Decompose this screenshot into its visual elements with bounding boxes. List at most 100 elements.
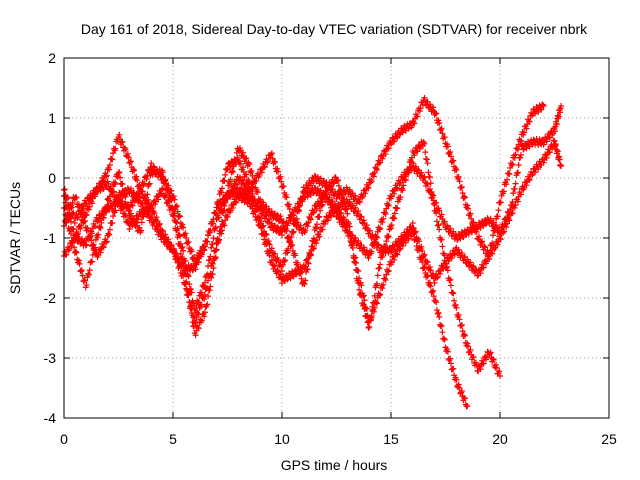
x-tick-label: 15 xyxy=(383,431,399,447)
data-point xyxy=(271,159,278,166)
data-point xyxy=(453,166,460,173)
data-point xyxy=(532,169,539,176)
data-point xyxy=(396,180,403,187)
data-point xyxy=(495,207,502,214)
data-point xyxy=(355,268,362,275)
data-point xyxy=(173,204,180,211)
data-point xyxy=(278,178,285,185)
data-point xyxy=(349,232,356,239)
data-point xyxy=(456,316,463,323)
data-point xyxy=(294,259,301,266)
data-point xyxy=(194,254,201,261)
data-point xyxy=(376,160,383,167)
data-point xyxy=(201,279,208,286)
data-point xyxy=(543,154,550,161)
data-point xyxy=(64,195,71,202)
data-point xyxy=(450,228,457,235)
data-point xyxy=(316,213,323,220)
data-point xyxy=(424,181,431,188)
data-point xyxy=(433,218,440,225)
data-point xyxy=(368,248,375,255)
data-point xyxy=(115,170,122,177)
data-point xyxy=(106,226,113,233)
data-point xyxy=(277,271,284,278)
data-point xyxy=(546,149,553,156)
data-point xyxy=(229,167,236,174)
data-point xyxy=(363,305,370,312)
data-point xyxy=(365,185,372,192)
data-point xyxy=(365,324,372,331)
data-point xyxy=(116,131,123,138)
data-point xyxy=(376,292,383,299)
data-point xyxy=(508,162,515,169)
data-point xyxy=(497,236,504,243)
data-point xyxy=(310,209,317,216)
data-point xyxy=(482,244,489,251)
data-point xyxy=(509,198,516,205)
data-point xyxy=(558,103,565,109)
data-point xyxy=(222,171,229,178)
data-point xyxy=(335,177,342,184)
data-point xyxy=(338,216,345,223)
data-point xyxy=(221,177,228,184)
data-point xyxy=(133,173,140,180)
data-point xyxy=(365,255,372,262)
data-point xyxy=(457,235,464,242)
data-point xyxy=(261,236,268,243)
data-point xyxy=(100,244,107,251)
data-point xyxy=(179,244,186,251)
data-point xyxy=(558,163,565,169)
data-point xyxy=(487,215,494,222)
data-point xyxy=(540,159,547,166)
data-point xyxy=(360,217,367,224)
data-point xyxy=(458,184,465,191)
data-point xyxy=(437,270,444,277)
data-point xyxy=(207,270,214,277)
data-point xyxy=(441,134,448,141)
data-point xyxy=(277,213,284,220)
data-point xyxy=(106,161,113,168)
data-point xyxy=(254,215,261,222)
data-point xyxy=(293,271,300,278)
data-point xyxy=(373,233,380,240)
data-point xyxy=(173,254,180,261)
data-point xyxy=(382,210,389,217)
data-point xyxy=(174,225,181,232)
data-point xyxy=(288,242,295,249)
data-point xyxy=(162,177,169,184)
data-point xyxy=(512,151,519,158)
data-point xyxy=(455,174,462,181)
data-point xyxy=(89,200,96,207)
data-point xyxy=(388,225,394,232)
data-point xyxy=(153,223,160,230)
data-point xyxy=(523,125,530,132)
series-track-2 xyxy=(61,131,503,379)
data-point xyxy=(439,130,446,137)
data-point xyxy=(481,243,488,250)
data-point xyxy=(470,353,477,360)
data-point xyxy=(314,237,321,244)
data-point xyxy=(358,282,365,289)
data-point xyxy=(174,208,181,215)
data-point xyxy=(510,190,517,197)
data-point xyxy=(106,166,113,173)
x-tick-label: 5 xyxy=(169,431,177,447)
data-point xyxy=(70,209,77,216)
data-point xyxy=(310,245,317,252)
data-point xyxy=(134,177,141,184)
data-point xyxy=(552,141,559,148)
data-point xyxy=(224,213,231,220)
data-point xyxy=(236,185,243,192)
data-point xyxy=(394,242,401,249)
data-point xyxy=(375,241,382,248)
data-point xyxy=(209,241,216,248)
data-point xyxy=(112,207,119,214)
data-point xyxy=(212,225,219,232)
data-point xyxy=(391,138,398,145)
data-point xyxy=(489,356,496,363)
data-point xyxy=(511,204,518,211)
y-tick-label: 0 xyxy=(48,170,56,186)
data-point xyxy=(198,289,205,296)
data-point xyxy=(356,198,363,205)
data-point xyxy=(430,104,437,111)
